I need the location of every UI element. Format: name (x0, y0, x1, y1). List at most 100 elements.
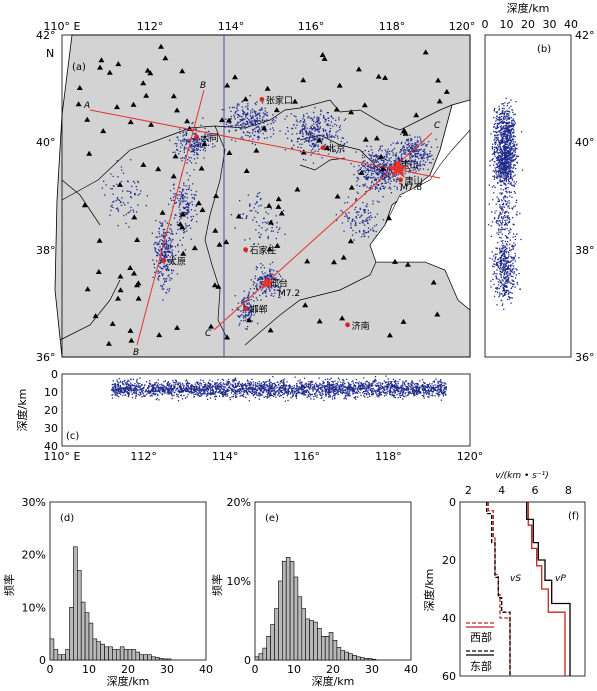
event-dot (183, 207, 186, 209)
event-dot (364, 163, 367, 166)
event-dot (262, 222, 264, 224)
event-dot (511, 196, 513, 198)
event-dot (221, 109, 223, 111)
event-dot (256, 288, 258, 290)
event-dot (322, 139, 324, 141)
event-dot (507, 280, 509, 282)
event-dot (313, 142, 315, 145)
event-dot (427, 156, 429, 158)
station-marker (117, 287, 124, 293)
event-dot (168, 240, 170, 242)
event-dot (406, 185, 408, 187)
event-dot (186, 132, 188, 134)
event-dot (337, 381, 339, 383)
event-dot (506, 286, 508, 288)
event-dot (505, 268, 507, 270)
event-dot (507, 222, 509, 224)
event-dot (296, 124, 298, 126)
event-dot (330, 383, 332, 386)
event-dot (409, 169, 411, 171)
event-dot (262, 292, 264, 294)
event-dot (250, 306, 252, 308)
event-dot (281, 391, 283, 394)
event-dot (506, 241, 509, 243)
event-dot (263, 290, 265, 292)
event-dot (193, 142, 196, 144)
event-dot (504, 143, 506, 145)
event-dot (291, 385, 293, 388)
event-dot (441, 392, 443, 394)
event-dot (183, 386, 185, 388)
event-dot (502, 289, 505, 291)
event-dot (263, 122, 265, 124)
event-dot (413, 389, 416, 392)
event-dot (500, 285, 502, 288)
event-dot (370, 229, 372, 231)
event-dot (420, 385, 422, 387)
event-dot (503, 130, 505, 132)
event-dot (268, 391, 270, 393)
event-dot (491, 221, 494, 223)
event-dot (332, 383, 334, 385)
event-dot (235, 129, 237, 131)
event-dot (421, 157, 423, 159)
event-dot (487, 224, 490, 226)
event-dot (364, 149, 366, 152)
event-dot (495, 128, 497, 130)
event-dot (499, 126, 502, 128)
event-dot (269, 268, 271, 270)
event-dot (322, 390, 324, 392)
event-dot (415, 156, 418, 158)
station-marker (264, 85, 271, 91)
event-dot (385, 381, 388, 383)
event-dot (303, 114, 305, 116)
event-dot (318, 120, 320, 122)
event-dot (367, 177, 369, 179)
event-dot (498, 169, 500, 172)
event-dot (512, 269, 514, 271)
event-dot (504, 162, 507, 164)
event-dot (415, 149, 417, 151)
event-dot (503, 118, 505, 120)
event-dot (395, 181, 397, 183)
event-dot (204, 127, 206, 129)
event-dot (332, 150, 334, 152)
event-dot (263, 129, 265, 132)
event-dot (507, 260, 509, 262)
event-dot (237, 315, 239, 317)
event-dot (328, 136, 330, 139)
event-dot (277, 391, 280, 393)
event-dot (307, 386, 309, 388)
event-dot (367, 212, 369, 214)
event-dot (318, 148, 320, 150)
event-dot (331, 396, 334, 398)
event-dot (164, 278, 166, 280)
event-dot (157, 278, 159, 280)
event-dot (295, 393, 297, 395)
event-dot (247, 121, 249, 123)
event-dot (501, 160, 503, 162)
event-dot (499, 156, 501, 158)
event-dot (503, 167, 505, 169)
event-dot (374, 166, 377, 168)
event-dot (499, 260, 501, 263)
event-dot (514, 183, 516, 185)
event-dot (264, 126, 266, 128)
event-dot (415, 170, 417, 173)
event-dot (195, 204, 197, 206)
event-dot (400, 158, 403, 160)
magnitude-label: M7.8 (400, 183, 422, 193)
event-dot (301, 106, 303, 108)
event-dot (361, 157, 364, 159)
event-dot (187, 210, 189, 212)
event-dot (354, 385, 357, 387)
event-dot (501, 153, 504, 155)
event-dot (260, 266, 262, 269)
event-dot (319, 135, 321, 137)
event-dot (493, 151, 495, 154)
event-dot (151, 232, 153, 234)
event-dot (505, 282, 507, 284)
event-dot (496, 222, 498, 224)
event-dot (335, 119, 337, 121)
event-dot (112, 206, 114, 208)
